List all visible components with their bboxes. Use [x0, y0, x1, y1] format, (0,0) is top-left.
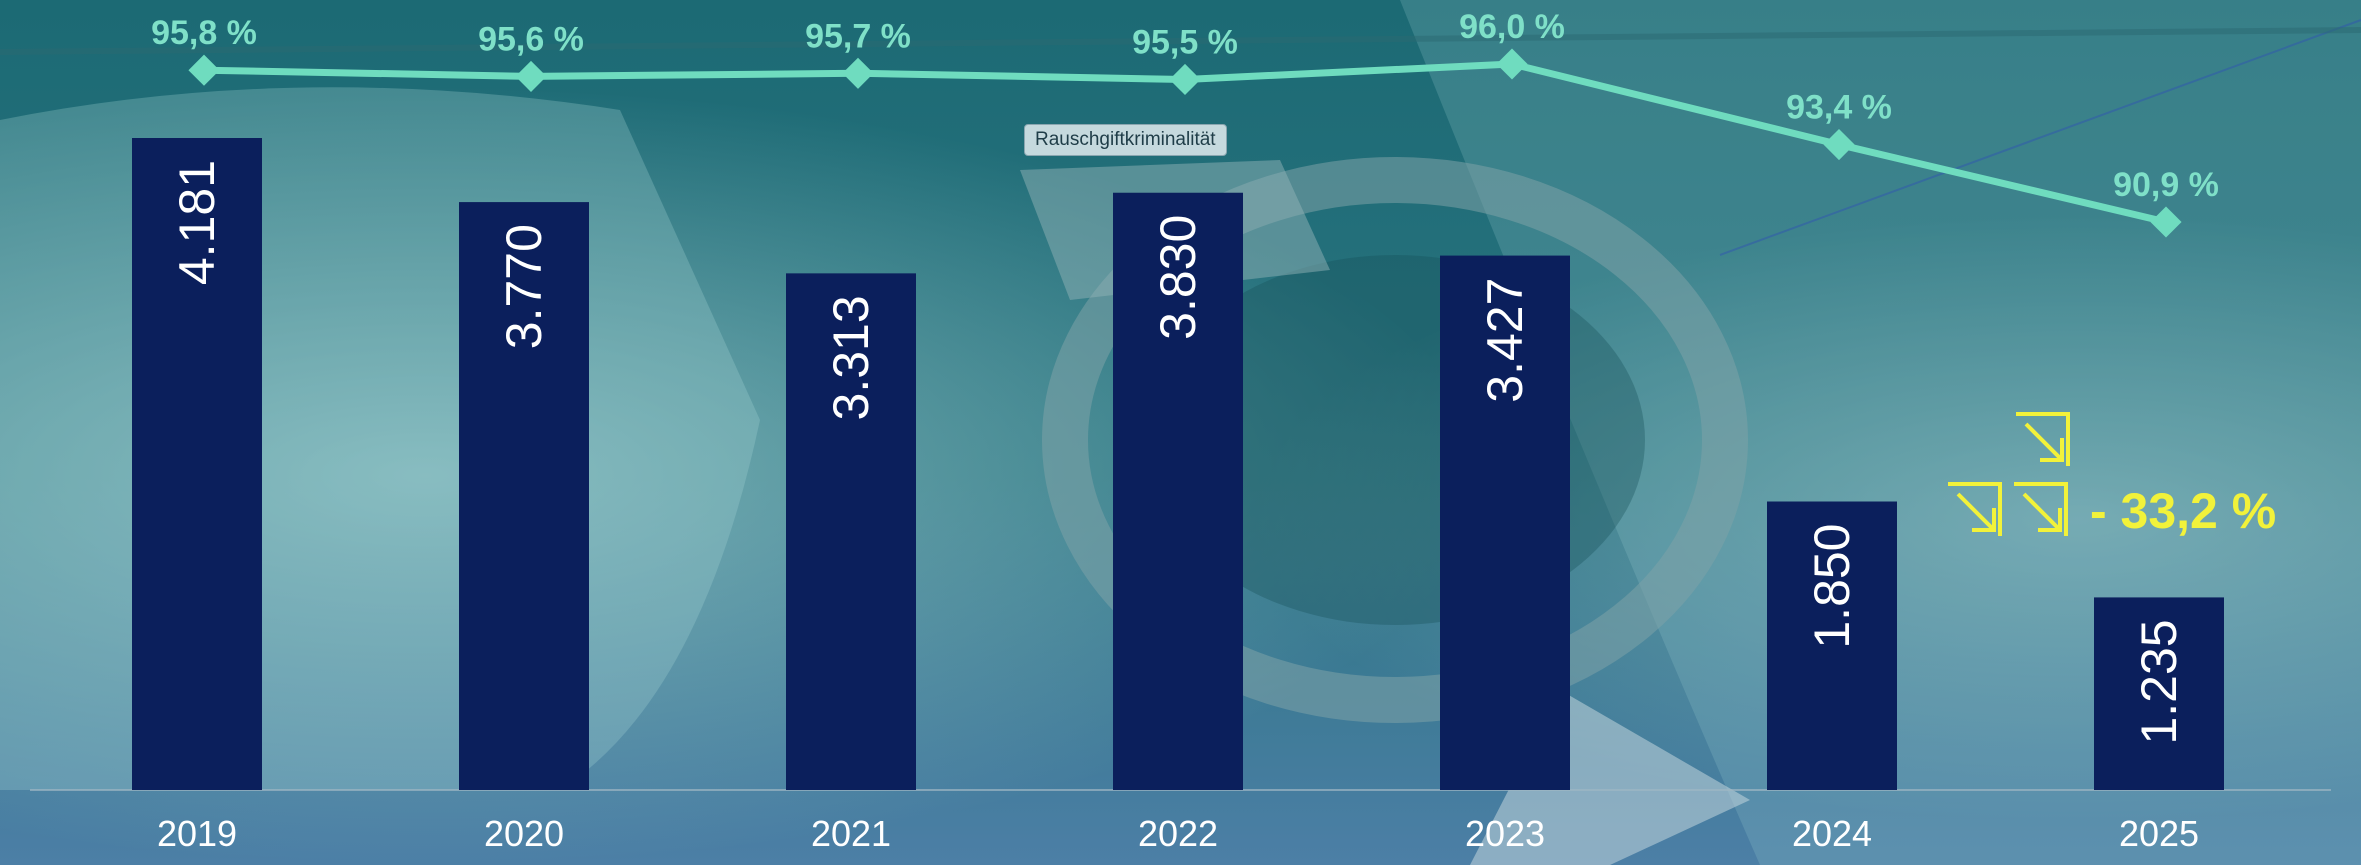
bar-value-label-2019: 4.181 — [169, 160, 225, 285]
percentage-label-2019: 95,8 % — [151, 14, 257, 52]
bar-2024 — [1767, 501, 1897, 790]
year-label-2020: 2020 — [484, 813, 564, 854]
percentage-label-2022: 95,5 % — [1132, 23, 1238, 61]
bar-2022 — [1113, 192, 1243, 790]
photo-caption-tag: Rauschgiftkriminalität — [1024, 124, 1227, 156]
year-tick-labels: 2019 2020 2021 2022 2023 2024 2025 — [157, 813, 2199, 854]
bar-2025 — [2094, 597, 2224, 790]
downward-arrows-icon — [1948, 412, 2070, 536]
year-label-2022: 2022 — [1138, 813, 1218, 854]
year-label-2021: 2021 — [811, 813, 891, 854]
year-label-2019: 2019 — [157, 813, 237, 854]
bar-value-label-2025: 1.235 — [2131, 619, 2187, 744]
percentage-marker-2022 — [1169, 63, 1201, 96]
year-label-2025: 2025 — [2119, 813, 2199, 854]
percentage-marker-2019 — [188, 54, 220, 86]
percentage-marker-2021 — [842, 57, 874, 89]
year-label-2023: 2023 — [1465, 813, 1545, 854]
percentage-marker-2025 — [2150, 206, 2182, 238]
year-label-2024: 2024 — [1792, 813, 1872, 854]
bar-series — [132, 138, 2224, 791]
bar-2021 — [786, 273, 916, 790]
bar-value-label-2021: 3.313 — [823, 295, 879, 420]
bar-value-label-2023: 3.427 — [1477, 278, 1533, 403]
bar-2023 — [1440, 255, 1570, 791]
percentage-label-2025: 90,9 % — [2113, 166, 2219, 204]
bar-value-label-2022: 3.830 — [1150, 215, 1206, 340]
percentage-marker-2024 — [1823, 128, 1855, 161]
percentage-labels: 95,8 % 95,6 % 95,7 % 95,5 % 96,0 % 93,4 % 90,9… — [151, 8, 2219, 204]
bar-value-label-2020: 3.770 — [496, 224, 552, 349]
percentage-label-2020: 95,6 % — [478, 20, 584, 58]
bar-2019 — [132, 138, 262, 790]
percentage-marker-2020 — [515, 60, 547, 92]
percentage-label-2023: 96,0 % — [1459, 8, 1565, 46]
percentage-label-2021: 95,7 % — [805, 17, 911, 55]
bar-2020 — [459, 202, 589, 791]
change-annotation: - 33,2 % — [2090, 483, 2276, 539]
bar-value-label-2024: 1.850 — [1804, 524, 1860, 649]
percentage-label-2024: 93,4 % — [1786, 89, 1892, 127]
bar-value-labels: 4.181 3.770 3.313 3.830 3.427 1.850 1.235 — [169, 160, 2187, 745]
percentage-marker-2023 — [1496, 48, 1528, 80]
